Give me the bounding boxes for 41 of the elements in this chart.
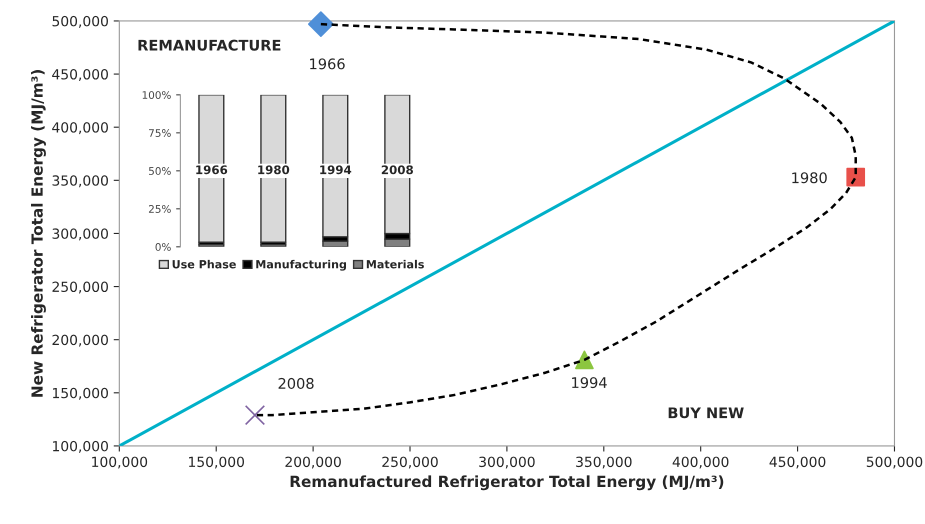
point [308, 11, 334, 38]
y-tick-label: 150,000 [53, 388, 108, 400]
legend-label: Use Phase [172, 260, 236, 268]
x-tick-label: 250,000 [382, 456, 438, 469]
x-tick-label: 400,000 [672, 456, 728, 469]
y-tick-label: 50% [149, 167, 171, 175]
x-tick-label: 1980 [258, 165, 290, 174]
x-tick-label: 350,000 [576, 456, 632, 469]
x-tick-label: 500,000 [866, 456, 922, 469]
x-tick-label: 150,000 [189, 456, 244, 469]
x-axis-title: Remanufactured Refrigerator Total Energy (MJ/m³) [290, 475, 724, 490]
y-tick-label: 500,000 [52, 16, 108, 28]
point [575, 350, 594, 370]
annotation: 1966 [310, 58, 345, 70]
x-tick-label: 450,000 [770, 456, 826, 469]
y-tick-label: 100,000 [53, 440, 108, 453]
y-tick-label: 250,000 [52, 282, 108, 294]
annotation: BUY NEW [668, 407, 744, 418]
y-tick-label: 300,000 [52, 228, 108, 240]
annotation: 1980 [792, 172, 827, 184]
y-tick-label: 100% [142, 91, 171, 99]
x-tick-label: 1994 [320, 165, 352, 174]
y-tick-label: 350,000 [52, 175, 108, 188]
point [244, 404, 266, 426]
x-tick-label: 200,000 [285, 456, 341, 469]
y-tick-label: 450,000 [52, 69, 108, 81]
y-tick-label: 75% [149, 129, 171, 137]
legend-label: Manufacturing [256, 260, 346, 271]
y-tick-label: 25% [148, 205, 171, 213]
x-tick-label: 100,000 [92, 456, 148, 469]
annotation: REMANUFACTURE [138, 40, 280, 51]
y-tick-label: 0% [156, 243, 171, 251]
annotation: 2008 [278, 378, 314, 389]
y-tick-label: 400,000 [52, 122, 108, 134]
legend-label: Materials [366, 260, 424, 268]
x-tick-label: 1966 [196, 165, 228, 174]
x-tick-label: 2008 [382, 165, 413, 174]
y-tick-label: 200,000 [52, 334, 108, 347]
y-axis-title: New Refrigerator Total Energy (MJ/m³) [31, 70, 46, 397]
x-tick-label: 300,000 [479, 456, 535, 469]
annotation: 1994 [572, 377, 607, 388]
